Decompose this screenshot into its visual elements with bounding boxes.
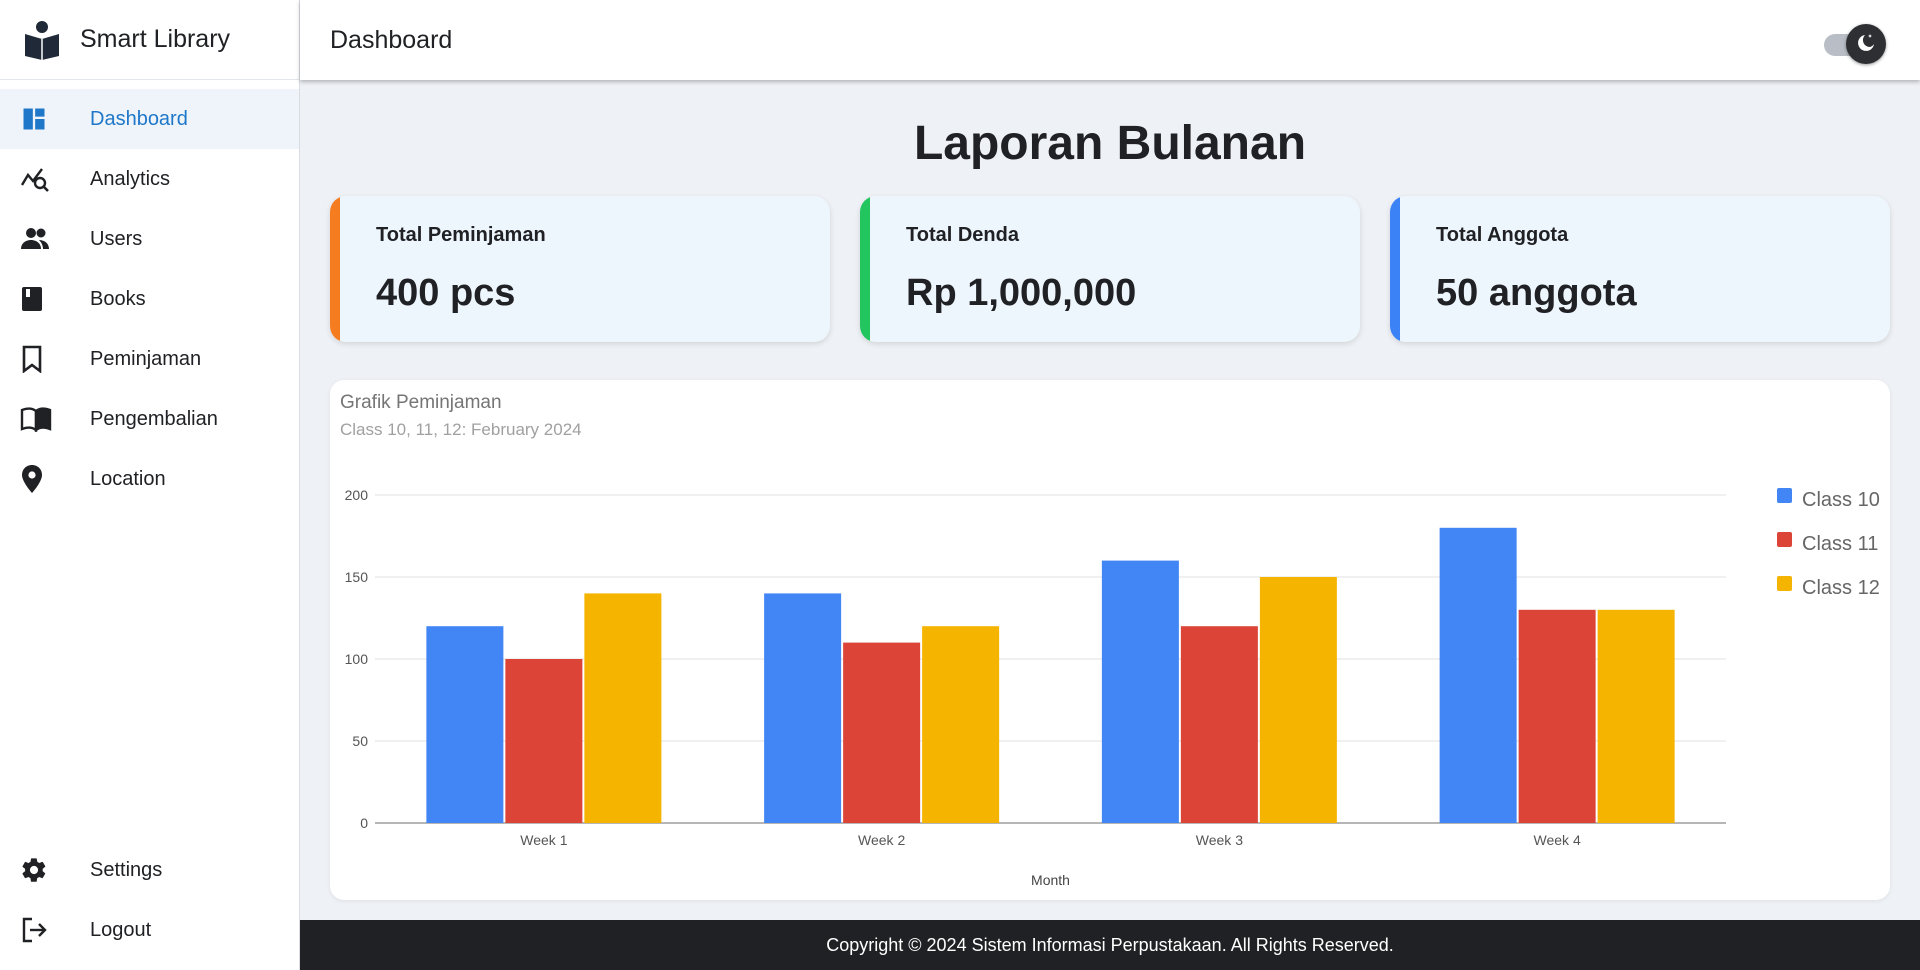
stat-value: Rp 1,000,000 xyxy=(906,272,1137,314)
sidebar-item-settings[interactable]: Settings xyxy=(0,840,299,900)
chart-subtitle: Class 10, 11, 12: February 2024 xyxy=(340,420,582,439)
bar xyxy=(1259,577,1337,823)
sidebar-item-label: Analytics xyxy=(90,167,171,190)
bar xyxy=(505,659,583,823)
users-icon xyxy=(0,209,90,269)
dashboard-icon xyxy=(0,89,90,149)
brand[interactable]: Smart Library xyxy=(0,0,299,80)
sidebar-item-analytics[interactable]: Analytics xyxy=(0,149,299,209)
main-content: Laporan Bulanan Total Peminjaman 400 pcs… xyxy=(300,80,1920,920)
footer: Copyright © 2024 Sistem Informasi Perpus… xyxy=(300,920,1920,970)
legend-swatch xyxy=(1777,532,1792,547)
bar xyxy=(584,593,662,823)
sidebar-item-label: Books xyxy=(90,287,146,310)
bar xyxy=(1101,560,1179,823)
report-title: Laporan Bulanan xyxy=(913,117,1307,170)
legend-swatch xyxy=(1777,576,1792,591)
brand-title: Smart Library xyxy=(80,25,231,53)
legend-swatch xyxy=(1777,488,1792,503)
sidebar-item-books[interactable]: Books xyxy=(0,269,299,329)
bar xyxy=(1180,626,1258,823)
x-tick-label: Week 4 xyxy=(1534,832,1581,848)
x-axis-label: Month xyxy=(1031,872,1070,888)
legend-label: Class 11 xyxy=(1802,533,1878,555)
sidebar-item-label: Pengembalian xyxy=(90,407,218,430)
theme-toggle[interactable] xyxy=(1824,24,1886,64)
stat-label: Total Anggota xyxy=(1436,224,1569,246)
sidebar-item-label: Logout xyxy=(90,918,152,941)
legend-label: Class 12 xyxy=(1802,577,1880,599)
stat-label: Total Peminjaman xyxy=(376,224,546,246)
x-tick-label: Week 1 xyxy=(520,832,567,848)
bar xyxy=(1518,609,1596,823)
sidebar-item-label: Settings xyxy=(90,858,163,881)
gear-icon xyxy=(0,840,90,900)
stat-card-anggota: Total Anggota 50 anggota xyxy=(1390,196,1890,342)
bar xyxy=(843,642,921,823)
stat-card-accent xyxy=(860,196,870,342)
bar xyxy=(426,626,504,823)
sidebar-item-label: Users xyxy=(90,227,143,250)
y-tick-label: 0 xyxy=(360,815,368,831)
bar xyxy=(1597,609,1675,823)
bar xyxy=(1439,527,1517,823)
stat-value: 400 pcs xyxy=(376,272,516,314)
y-tick-label: 200 xyxy=(345,487,369,503)
stat-card-accent xyxy=(1390,196,1400,342)
analytics-icon xyxy=(0,149,90,209)
bookmark-icon xyxy=(0,329,90,389)
x-tick-label: Week 2 xyxy=(858,832,905,848)
y-tick-label: 50 xyxy=(352,733,368,749)
x-tick-label: Week 3 xyxy=(1196,832,1243,848)
sidebar-item-logout[interactable]: Logout xyxy=(0,900,299,960)
stat-label: Total Denda xyxy=(906,224,1019,246)
y-tick-label: 100 xyxy=(345,651,369,667)
sidebar-item-dashboard[interactable]: Dashboard xyxy=(0,89,299,149)
stat-card-accent xyxy=(330,196,340,342)
sidebar-item-label: Location xyxy=(90,467,166,490)
sidebar-nav: Dashboard Analytics Users Books Peminjam… xyxy=(0,89,299,509)
bar-chart: Grafik Peminjaman Class 10, 11, 12: Febru… xyxy=(340,392,1880,888)
bar xyxy=(764,593,842,823)
sidebar-item-label: Peminjaman xyxy=(90,347,202,370)
sidebar-bottom-nav: Settings Logout xyxy=(0,840,299,960)
top-header: Dashboard xyxy=(300,0,1920,80)
stat-card-peminjaman: Total Peminjaman 400 pcs xyxy=(330,196,830,342)
open-book-icon xyxy=(0,389,90,449)
moon-icon xyxy=(1855,31,1877,58)
footer-text: Copyright © 2024 Sistem Informasi Perpus… xyxy=(826,934,1394,955)
toggle-knob xyxy=(1846,24,1886,64)
sidebar-item-label: Dashboard xyxy=(90,107,188,130)
y-tick-label: 150 xyxy=(345,569,369,585)
stat-card-denda: Total Denda Rp 1,000,000 xyxy=(860,196,1360,342)
legend-label: Class 10 xyxy=(1802,489,1880,511)
location-pin-icon xyxy=(0,449,90,509)
sidebar: Smart Library Dashboard Analytics Users … xyxy=(0,0,300,970)
bar xyxy=(922,626,1000,823)
book-reader-icon xyxy=(22,20,62,60)
sidebar-item-pengembalian[interactable]: Pengembalian xyxy=(0,389,299,449)
sidebar-item-peminjaman[interactable]: Peminjaman xyxy=(0,329,299,389)
sidebar-item-users[interactable]: Users xyxy=(0,209,299,269)
page-title: Dashboard xyxy=(330,25,453,54)
stat-value: 50 anggota xyxy=(1436,272,1637,314)
book-icon xyxy=(0,269,90,329)
chart-card: Grafik Peminjaman Class 10, 11, 12: Febru… xyxy=(330,380,1890,900)
chart-title: Grafik Peminjaman xyxy=(340,392,502,413)
sidebar-item-location[interactable]: Location xyxy=(0,449,299,509)
logout-icon xyxy=(0,900,90,960)
